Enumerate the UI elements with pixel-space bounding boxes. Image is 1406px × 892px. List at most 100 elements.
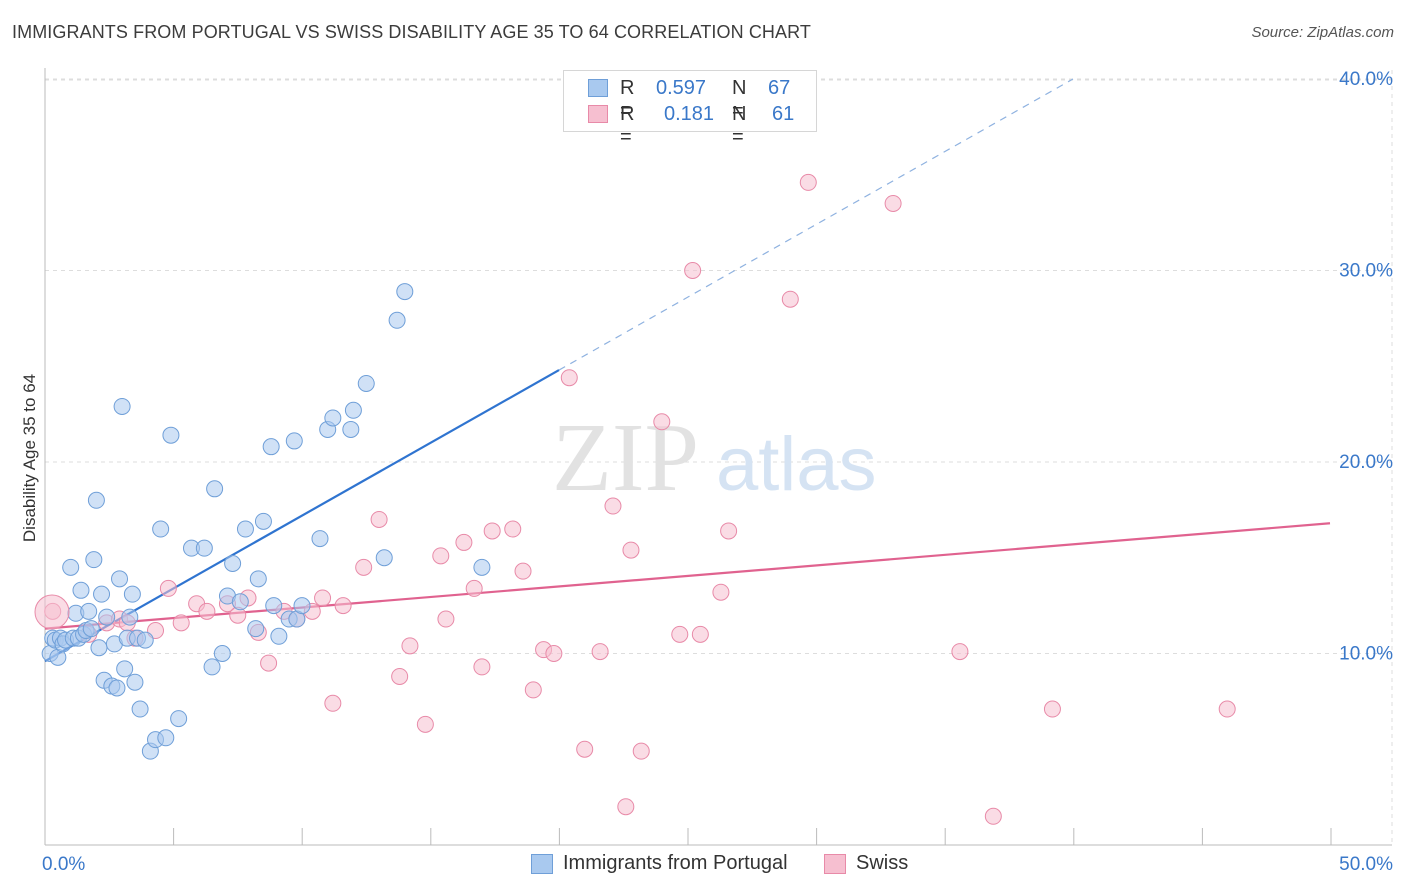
trendline-swiss (44, 522, 1331, 630)
point-portugal (113, 397, 131, 415)
point-swiss (473, 658, 491, 676)
point-portugal (265, 597, 283, 615)
point-portugal (93, 585, 111, 603)
point-swiss (334, 597, 352, 615)
point-portugal (170, 710, 188, 728)
point-portugal (111, 570, 129, 588)
point-portugal (270, 627, 288, 645)
point-swiss (632, 742, 650, 760)
legend: R = 0.597 N = 67 R = 0.181 N = 61 (563, 70, 817, 148)
point-portugal (206, 480, 224, 498)
point-swiss (401, 637, 419, 655)
point-portugal (293, 597, 311, 615)
point-portugal (254, 512, 272, 530)
point-swiss (712, 583, 730, 601)
legend-r-value: 0.597 (656, 77, 707, 99)
point-portugal (473, 558, 491, 576)
point-portugal (136, 631, 154, 649)
point-portugal (342, 420, 360, 438)
point-portugal (203, 658, 221, 676)
legend-swatch-swiss (588, 105, 608, 123)
y-tick-label: 10.0% (1339, 644, 1393, 665)
tick-labels: 10.0% 20.0% 30.0% 40.0% 0.0% 50.0% (42, 69, 1393, 875)
point-swiss (1043, 700, 1061, 718)
point-swiss (172, 614, 190, 632)
point-swiss (314, 589, 332, 607)
point-portugal (213, 645, 231, 662)
point-swiss (455, 533, 473, 551)
legend-swatch-portugal (588, 79, 608, 97)
legend-r-value: 0.181 (664, 103, 715, 125)
point-portugal (195, 539, 213, 557)
bottom-legend-swatch-portugal (531, 854, 553, 874)
chart-title: IMMIGRANTS FROM PORTUGAL VS SWISS DISABI… (12, 22, 812, 42)
point-portugal (311, 530, 329, 548)
trendlines (44, 78, 1331, 663)
point-portugal (131, 700, 149, 718)
point-portugal (236, 520, 254, 538)
point-portugal (87, 491, 105, 509)
point-portugal (82, 620, 100, 638)
point-swiss (720, 522, 738, 540)
x-tick-label: 0.0% (42, 854, 85, 875)
point-portugal (375, 549, 393, 567)
point-swiss (416, 715, 434, 733)
y-axis-label: Disability Age 35 to 64 (20, 373, 39, 543)
point-swiss (198, 602, 216, 620)
point-swiss (355, 558, 373, 576)
legend-n-value: 61 (772, 103, 795, 125)
point-swiss (514, 562, 532, 580)
point-swiss (159, 579, 177, 597)
point-portugal (162, 426, 180, 444)
point-swiss (671, 625, 689, 643)
point-portugal (152, 520, 170, 538)
point-swiss (370, 510, 388, 528)
point-portugal (72, 581, 90, 599)
point-swiss (622, 541, 640, 559)
axes (44, 68, 1392, 846)
point-portugal (344, 401, 362, 419)
point-swiss (1218, 700, 1236, 718)
point-swiss (483, 522, 501, 540)
point-swiss (591, 643, 609, 661)
point-swiss (465, 579, 483, 597)
point-swiss-large (34, 594, 70, 630)
point-portugal (126, 673, 144, 691)
bottom-legend-label-swiss: Swiss (856, 852, 909, 874)
point-swiss (324, 694, 342, 712)
point-swiss (524, 681, 542, 699)
point-swiss (799, 173, 817, 191)
point-swiss (984, 807, 1002, 825)
legend-n-label: N = (732, 77, 747, 122)
point-portugal (285, 432, 303, 450)
point-swiss (951, 643, 969, 661)
point-portugal (98, 608, 116, 626)
point-portugal (123, 585, 141, 603)
point-portugal (324, 409, 342, 427)
point-swiss (684, 262, 702, 279)
point-portugal (85, 551, 103, 569)
point-swiss (884, 194, 902, 212)
legend-r-label: R = (620, 77, 635, 122)
point-swiss (437, 610, 455, 628)
point-portugal (157, 729, 175, 747)
y-tick-label: 20.0% (1339, 452, 1393, 473)
legend-n-label: N = (732, 103, 747, 148)
point-portugal (396, 283, 414, 301)
point-portugal (62, 558, 80, 576)
point-portugal (388, 311, 406, 329)
source-label: Source: ZipAtlas.com (1251, 24, 1394, 41)
gridlines (45, 70, 1393, 845)
point-portugal (249, 570, 267, 588)
watermark-zip: ZIP (552, 404, 699, 512)
point-swiss (504, 520, 522, 538)
point-portugal (224, 554, 242, 572)
legend-r-label: R = (620, 103, 635, 148)
point-swiss (781, 290, 799, 308)
y-tick-label: 30.0% (1339, 261, 1393, 282)
point-portugal (231, 593, 249, 611)
point-swiss (391, 667, 409, 685)
x-tick-label: 50.0% (1339, 854, 1393, 875)
point-swiss (617, 798, 635, 816)
